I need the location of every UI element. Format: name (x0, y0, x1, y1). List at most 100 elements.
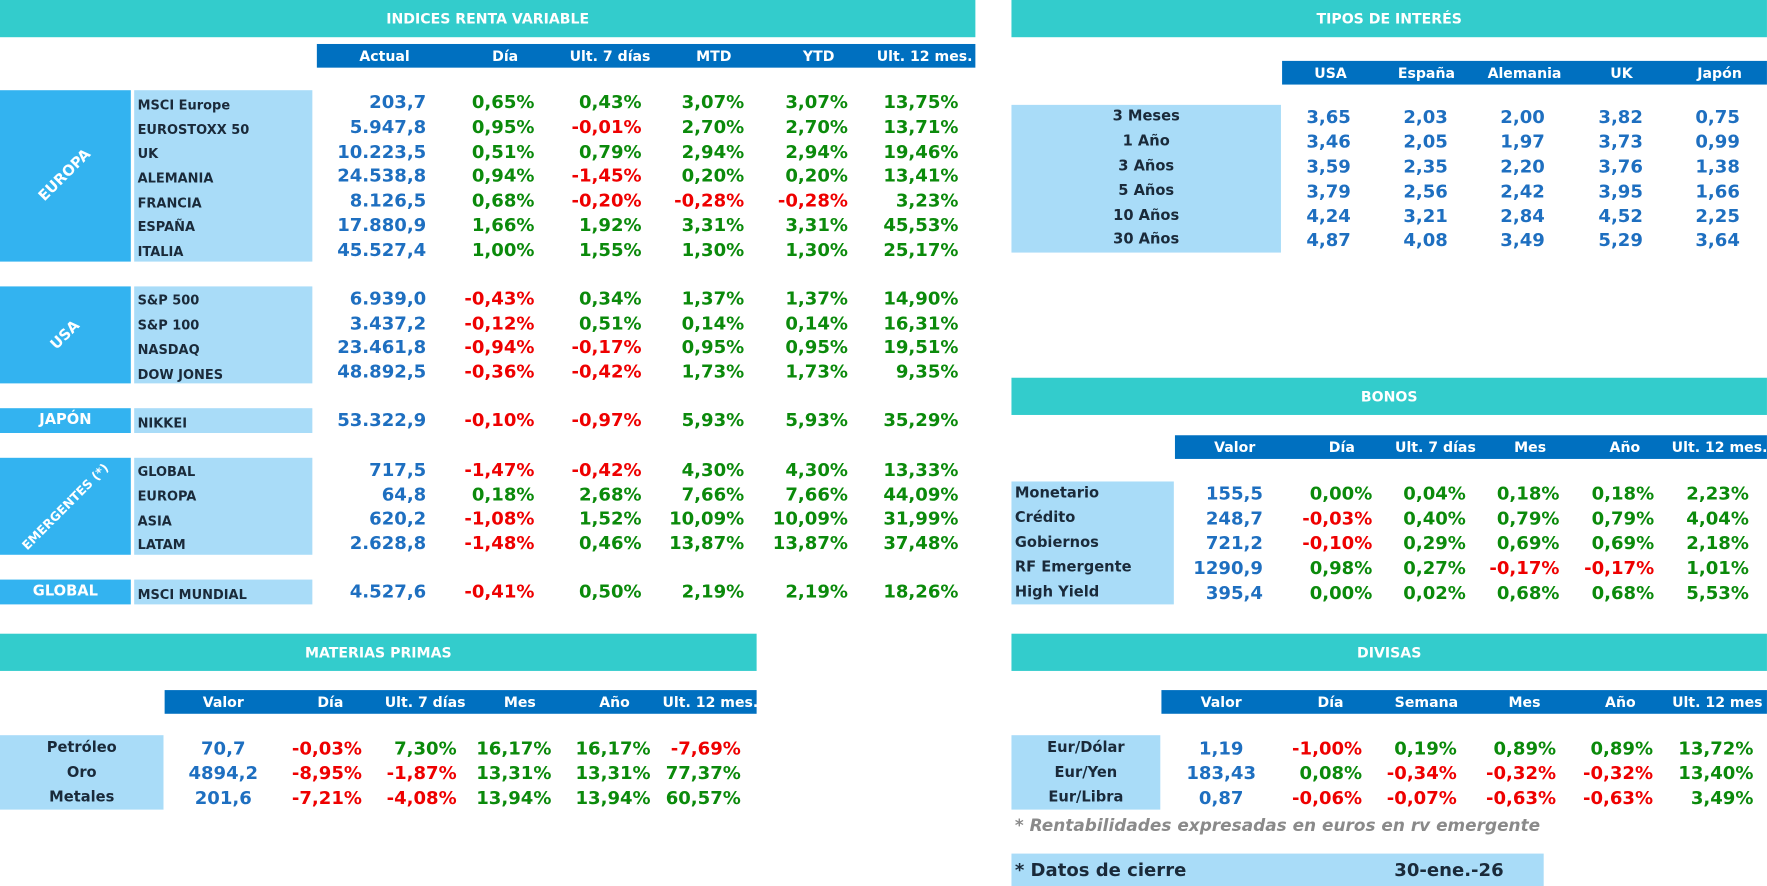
value-cell: 3,49% (1690, 786, 1754, 808)
value-cell: 10,09% (772, 507, 848, 530)
value-cell: 4,87 (1306, 229, 1351, 251)
value-cell: 183,43 (1186, 761, 1257, 784)
footnote: * Rentabilidades expresadas en euros en … (1014, 815, 1541, 836)
value-cell: 25,17% (883, 238, 959, 260)
value-cell: -0,12% (464, 311, 535, 334)
value-cell: -0,20% (571, 189, 642, 212)
column-header: Mes (1514, 438, 1547, 456)
value-cell: 201,6 (194, 786, 252, 808)
value-cell: -0,07% (1386, 786, 1457, 808)
value-cell: 13,94% (575, 786, 651, 808)
closing-label: * Datos de cierre (1014, 859, 1187, 881)
value-cell: -0,17% (571, 336, 642, 358)
value-cell: 13,31% (476, 761, 552, 784)
row-label: DOW JONES (137, 365, 224, 382)
column-header: Valor (202, 693, 244, 711)
value-cell: -0,06% (1292, 786, 1363, 808)
value-cell: 0,46% (579, 532, 642, 554)
value-cell: 77,37% (665, 761, 741, 784)
column-header: Ult. 12 mes. (876, 47, 973, 65)
group-box (0, 90, 131, 262)
value-cell: -0,63% (1582, 786, 1654, 808)
value-cell: 7,66% (681, 483, 745, 505)
column-header-bar (1174, 435, 1767, 459)
row-label: Gobiernos (1014, 534, 1099, 552)
value-cell: 4,30% (785, 458, 848, 481)
value-cell: 0,87 (1198, 786, 1244, 808)
value-cell: 1,92% (579, 214, 642, 236)
value-cell: 3,31% (785, 214, 848, 236)
value-cell: 2,05 (1403, 131, 1448, 153)
value-cell: 2,84 (1500, 204, 1545, 227)
value-cell: -0,36% (464, 360, 535, 383)
value-cell: 5,53% (1686, 581, 1749, 603)
column-header: Día (1317, 693, 1344, 711)
value-cell: 0,95% (471, 116, 535, 138)
value-cell: 19,51% (883, 336, 959, 358)
value-cell: 37,48% (883, 532, 959, 554)
value-cell: 1,00% (471, 238, 535, 260)
value-cell: 70,7 (200, 736, 246, 759)
value-cell: 2,25 (1695, 204, 1740, 227)
value-cell: -0,03% (1302, 507, 1373, 530)
row-label: 30 Años (1113, 231, 1180, 249)
value-cell: -0,42% (571, 458, 642, 481)
value-cell: 2.628,8 (349, 532, 427, 554)
row-label: EUROPA (137, 488, 197, 505)
value-cell: 0,29% (1403, 532, 1466, 554)
value-cell: 0,04% (1403, 483, 1466, 505)
value-cell: 3,76 (1598, 155, 1643, 178)
value-cell: 2,35 (1403, 155, 1448, 178)
value-cell: 13,75% (883, 91, 959, 114)
value-cell: 60,57% (665, 786, 741, 808)
value-cell: -0,28% (674, 189, 745, 212)
value-cell: 0,18% (1591, 483, 1655, 505)
value-cell: -0,42% (571, 360, 642, 383)
column-header-bar (316, 43, 976, 68)
value-cell: 0,19% (1394, 736, 1457, 759)
column-header: Año (1605, 693, 1636, 711)
row-label: ITALIA (137, 243, 184, 260)
row-label-box (134, 579, 313, 605)
row-label-box (0, 735, 164, 810)
value-cell: 2,19% (785, 581, 848, 603)
value-cell: 2,94% (785, 140, 848, 163)
value-cell: 0,68% (1591, 581, 1655, 603)
value-cell: -1,87% (386, 761, 457, 784)
value-cell: 0,79% (579, 140, 642, 163)
value-cell: 9,35% (895, 360, 959, 383)
group-label: USA (47, 316, 84, 353)
value-cell: 155,5 (1205, 483, 1263, 505)
column-header: Año (1609, 438, 1641, 456)
group-label: JAPÓN (39, 412, 92, 429)
value-cell: 3,64 (1695, 229, 1740, 251)
value-cell: 2,42 (1500, 180, 1545, 202)
column-header: Día (1328, 438, 1355, 456)
section-title-bar (0, 0, 976, 38)
value-cell: 0,40% (1403, 507, 1466, 530)
value-cell: -1,00% (1292, 736, 1363, 759)
row-label-box (1011, 481, 1174, 605)
value-cell: 4,24 (1306, 204, 1351, 227)
value-cell: 3,65 (1306, 106, 1351, 128)
row-label: 3 Meses (1112, 108, 1180, 126)
row-label: MSCI MUNDIAL (137, 586, 247, 602)
value-cell: 3,31% (681, 214, 745, 236)
value-cell: 2,68% (579, 483, 642, 505)
value-cell: 2,20 (1500, 155, 1545, 178)
value-cell: 3,49 (1500, 229, 1545, 251)
value-cell: 3,95 (1598, 180, 1643, 202)
value-cell: 0,69% (1591, 532, 1655, 554)
value-cell: 1,37% (785, 287, 848, 309)
row-label: Petróleo (46, 739, 117, 757)
value-cell: -7,21% (291, 786, 362, 808)
value-cell: 0,43% (579, 91, 642, 114)
value-cell: -0,63% (1486, 786, 1557, 808)
value-cell: -0,17% (1489, 556, 1560, 579)
value-cell: 16,31% (883, 311, 959, 334)
column-header: Ult. 12 mes. (662, 693, 759, 711)
value-cell: 3,73 (1598, 131, 1643, 153)
group-label: GLOBAL (32, 583, 98, 601)
value-cell: 13,87% (772, 532, 848, 554)
value-cell: 1290,9 (1193, 556, 1263, 579)
